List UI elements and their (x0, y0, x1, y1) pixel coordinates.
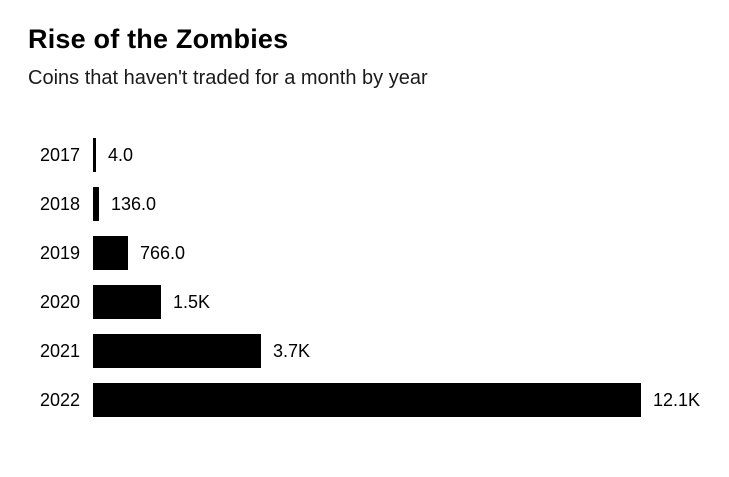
bar (93, 334, 261, 368)
value-label: 1.5K (173, 291, 211, 312)
chart-row: 2022 12.1K (28, 383, 701, 417)
chart-row: 2021 3.7K (28, 334, 701, 368)
category-label: 2018 (39, 193, 80, 214)
value-label: 3.7K (273, 340, 311, 361)
category-label: 2017 (39, 144, 80, 165)
chart-subtitle: Coins that haven't traded for a month by… (28, 67, 428, 89)
bar (93, 138, 96, 172)
category-label: 2022 (39, 389, 80, 410)
chart-rows: 2017 4.0 2018 136.0 2019 766.0 2020 1.5K 2021 3.7… (28, 138, 701, 417)
chart-row: 2020 1.5K (28, 285, 701, 319)
value-label: 12.1K (653, 389, 701, 410)
chart-row: 2017 4.0 (28, 138, 701, 172)
category-label: 2020 (39, 291, 80, 312)
value-label: 766.0 (140, 242, 186, 263)
chart-row: 2019 766.0 (28, 236, 701, 270)
value-label: 136.0 (111, 193, 157, 214)
bar (93, 187, 99, 221)
category-label: 2021 (39, 340, 80, 361)
category-label: 2019 (39, 242, 80, 263)
bar (93, 236, 128, 270)
value-label: 4.0 (108, 144, 134, 165)
bar (93, 285, 161, 319)
chart-title: Rise of the Zombies (28, 24, 289, 54)
bar (93, 383, 641, 417)
chart-row: 2018 136.0 (28, 187, 701, 221)
